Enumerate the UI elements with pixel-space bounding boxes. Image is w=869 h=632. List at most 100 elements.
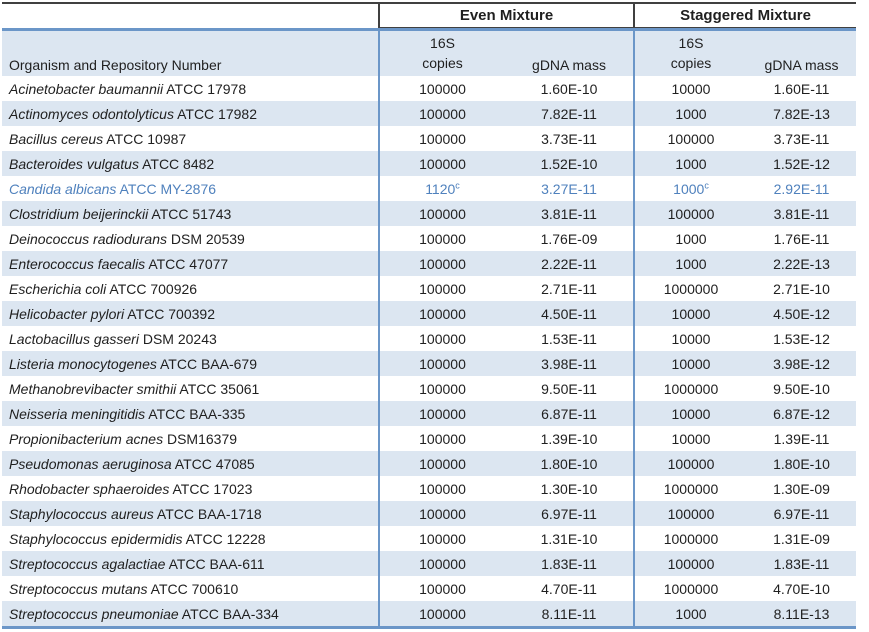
even-gdna-mass-cell: 1.53E-11	[505, 326, 633, 351]
organism-cell: Candida albicans ATCC MY-2876	[2, 176, 378, 201]
staggered-16s-copies-cell: 10000	[633, 426, 747, 451]
staggered-16s-copies-value: 1000	[675, 155, 707, 172]
even-16s-copies-value: 100000	[419, 555, 466, 572]
staggered-16s-copies-value: 1000000	[663, 580, 719, 597]
organism-name: Streptococcus mutans	[9, 580, 148, 597]
even-16s-copies-cell: 100000	[378, 201, 505, 226]
table-row: Bacillus cereus ATCC 10987 100000 3.73E-…	[2, 126, 856, 151]
even-gdna-mass-cell: 3.73E-11	[505, 126, 633, 151]
even-16s-copies-value: 100000	[419, 430, 466, 447]
even-16s-copies-cell: 100000	[378, 526, 505, 551]
organism-cell: Rhodobacter sphaeroides ATCC 17023	[2, 476, 378, 501]
staggered-gdna-mass-cell: 1.76E-11	[747, 226, 856, 251]
even-16s-copies-value: 100000	[419, 380, 466, 397]
table-row: Clostridium beijerinckii ATCC 51743 1000…	[2, 201, 856, 226]
staggered-16s-copies-value: 10000	[671, 405, 711, 422]
even-16s-copies-value: 1120	[425, 180, 456, 197]
repository-number: ATCC 17982	[177, 105, 257, 122]
repository-number: ATCC BAA-1718	[156, 505, 262, 522]
even-16s-copies-cell: 100000	[378, 301, 505, 326]
even-16s-copies-cell: 100000	[378, 576, 505, 601]
even-16s-copies-cell: 100000	[378, 501, 505, 526]
even-16s-copies-cell: 100000	[378, 76, 505, 101]
staggered-gdna-mass-cell: 1.60E-11	[747, 76, 856, 101]
staggered-16s-copies-value: 1000	[675, 605, 707, 622]
staggered-16s-copies-cell: 1000000	[633, 376, 747, 401]
staggered-copies-footnote-marker: c	[704, 179, 709, 190]
staggered-gdna-mass-cell: 4.70E-10	[747, 576, 856, 601]
organism-cell: Acinetobacter baumannii ATCC 17978	[2, 76, 378, 101]
staggered-16s-copies-cell: 10000	[633, 301, 747, 326]
repository-number: ATCC BAA-335	[148, 405, 246, 422]
staggered-16s-copies-cell: 1000000	[633, 576, 747, 601]
repository-number: ATCC 35061	[179, 380, 260, 397]
staggered-16s-copies-cell: 10000	[633, 76, 747, 101]
even-gdna-mass-cell: 1.30E-10	[505, 476, 633, 501]
even-16s-copies-value: 100000	[419, 530, 466, 547]
organism-cell: Enterococcus faecalis ATCC 47077	[2, 251, 378, 276]
staggered-16s-copies-cell: 100000	[633, 201, 747, 226]
staggered-16s-copies-cell: 1000c	[633, 176, 747, 201]
staggered-copies-label: copies	[670, 55, 712, 71]
staggered-16s-copies-cell: 1000	[633, 601, 747, 629]
organism-cell: Bacillus cereus ATCC 10987	[2, 126, 378, 151]
even-gdna-mass-cell: 6.97E-11	[505, 501, 633, 526]
even-gdna-mass-cell: 3.98E-11	[505, 351, 633, 376]
staggered-16s-copies-value: 1000000	[663, 480, 719, 497]
even-gdna-mass-cell: 1.52E-10	[505, 151, 633, 176]
organism-cell: Neisseria meningitidis ATCC BAA-335	[2, 401, 378, 426]
even-16s-copies-value: 100000	[419, 505, 466, 522]
organism-name: Staphylococcus aureus	[9, 505, 154, 522]
even-16s-copies-cell: 100000	[378, 151, 505, 176]
staggered-16s-copies-value: 10000	[671, 305, 711, 322]
organism-name: Deinococcus radiodurans	[9, 230, 167, 247]
staggered-16s-copies-value: 10000	[671, 330, 711, 347]
staggered-gdna-mass-cell: 2.22E-13	[747, 251, 856, 276]
organism-cell: Listeria monocytogenes ATCC BAA-679	[2, 351, 378, 376]
organism-cell: Deinococcus radiodurans DSM 20539	[2, 226, 378, 251]
even-16s-copies-value: 100000	[419, 305, 466, 322]
table-row: Rhodobacter sphaeroides ATCC 17023 10000…	[2, 476, 856, 501]
organism-name: Rhodobacter sphaeroides	[9, 480, 170, 497]
organism-column-header: Organism and Repository Number	[2, 28, 378, 76]
organism-name: Streptococcus pneumoniae	[9, 605, 179, 622]
organism-name: Streptococcus agalactiae	[9, 555, 166, 572]
repository-number: ATCC 12228	[185, 530, 266, 547]
even-16s-copies-cell: 100000	[378, 601, 505, 629]
even-gdna-mass-cell: 2.22E-11	[505, 251, 633, 276]
organism-cell: Lactobacillus gasseri DSM 20243	[2, 326, 378, 351]
staggered-gdna-mass-cell: 1.30E-09	[747, 476, 856, 501]
even-16s-copies-cell: 100000	[378, 126, 505, 151]
staggered-16s-copies-value: 1000	[673, 180, 705, 197]
even-16s-copies-cell: 100000	[378, 476, 505, 501]
repository-number: ATCC 17023	[172, 480, 253, 497]
organism-cell: Pseudomonas aeruginosa ATCC 47085	[2, 451, 378, 476]
even-16s-label: 16S	[430, 35, 455, 51]
even-16s-copies-value: 100000	[419, 80, 466, 97]
table-row: Enterococcus faecalis ATCC 47077 100000 …	[2, 251, 856, 276]
table-row: Methanobrevibacter smithii ATCC 35061 10…	[2, 376, 856, 401]
repository-number: ATCC BAA-334	[181, 605, 279, 622]
organism-name: Methanobrevibacter smithii	[9, 380, 177, 397]
staggered-16s-copies-value: 1000000	[663, 380, 719, 397]
organism-cell: Escherichia coli ATCC 700926	[2, 276, 378, 301]
organism-cell: Staphylococcus epidermidis ATCC 12228	[2, 526, 378, 551]
organism-name: Candida albicans	[9, 180, 117, 197]
organism-name: Staphylococcus epidermidis	[9, 530, 183, 547]
even-16s-copies-cell: 100000	[378, 226, 505, 251]
group-header-spacer	[2, 2, 378, 28]
staggered-gdna-mass-cell: 2.71E-10	[747, 276, 856, 301]
even-16s-copies-value: 100000	[419, 405, 466, 422]
staggered-16s-label: 16S	[678, 35, 704, 51]
organism-name: Neisseria meningitidis	[9, 405, 146, 422]
even-16s-copies-value: 100000	[419, 580, 466, 597]
staggered-gdna-mass-cell: 9.50E-10	[747, 376, 856, 401]
staggered-gdna-mass-cell: 6.97E-11	[747, 501, 856, 526]
even-gdna-mass-cell: 1.80E-10	[505, 451, 633, 476]
even-16s-copies-value: 100000	[419, 455, 466, 472]
organism-cell: Streptococcus pneumoniae ATCC BAA-334	[2, 601, 378, 629]
organism-cell: Streptococcus mutans ATCC 700610	[2, 576, 378, 601]
table-row: Streptococcus agalactiae ATCC BAA-611 10…	[2, 551, 856, 576]
repository-number: ATCC 47077	[148, 255, 229, 272]
